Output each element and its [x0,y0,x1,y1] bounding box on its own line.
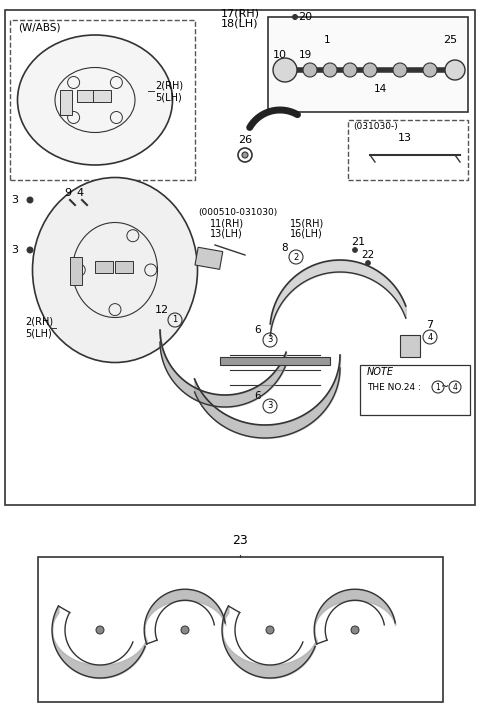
Text: 23: 23 [232,534,248,547]
Text: 2: 2 [293,253,299,261]
Bar [60,90,72,115]
Text: 18(LH): 18(LH) [221,19,259,29]
Text: 7: 7 [426,320,433,330]
Bar [360,365,470,415]
Bar [348,120,468,180]
Circle shape [181,626,189,634]
Circle shape [273,58,297,82]
Text: 3: 3 [12,245,19,255]
Text: (W/ABS): (W/ABS) [18,22,60,32]
Bar [70,257,82,285]
Text: 8: 8 [282,243,288,253]
Text: 4: 4 [76,188,84,198]
Text: 13(LH): 13(LH) [210,229,243,239]
Bar [5,10,475,505]
Circle shape [352,248,358,253]
Text: 25: 25 [443,35,457,45]
Text: 2(RH): 2(RH) [155,80,183,90]
Circle shape [145,264,157,276]
Circle shape [292,14,298,19]
Circle shape [323,63,337,77]
Text: 19: 19 [299,50,312,60]
Bar [38,557,443,702]
Circle shape [303,63,317,77]
Circle shape [423,63,437,77]
Text: THE NO.24 :: THE NO.24 : [367,383,424,391]
Text: NOTE: NOTE [367,367,394,377]
Bar [400,335,420,357]
Text: 10: 10 [273,50,287,60]
Circle shape [68,77,80,89]
Text: 4: 4 [427,332,432,342]
Circle shape [73,264,85,276]
Circle shape [27,247,33,253]
Circle shape [266,626,274,634]
Text: 9: 9 [64,188,72,198]
Text: ~: ~ [441,382,449,392]
Text: 15(RH): 15(RH) [290,218,324,228]
Ellipse shape [33,178,197,363]
Text: 21: 21 [351,237,365,247]
Text: 11(RH): 11(RH) [210,218,244,228]
Circle shape [393,63,407,77]
Text: 6: 6 [255,391,261,401]
Circle shape [343,63,357,77]
Circle shape [351,626,359,634]
Text: 6: 6 [255,325,261,335]
Circle shape [68,111,80,124]
Bar [95,261,113,273]
Text: (000510-031030): (000510-031030) [198,207,277,217]
Circle shape [127,230,139,241]
Text: 16(LH): 16(LH) [290,229,323,239]
Bar [93,90,111,102]
Circle shape [363,63,377,77]
Bar [10,20,195,180]
Ellipse shape [17,35,172,165]
Text: 17(RH): 17(RH) [220,9,260,19]
Text: 3: 3 [267,401,273,410]
Text: 5(LH): 5(LH) [25,329,52,339]
Text: 1: 1 [436,383,440,391]
Bar [195,247,223,269]
Text: 1: 1 [172,315,178,324]
Circle shape [27,197,33,203]
Text: 26: 26 [238,135,252,145]
Circle shape [242,152,248,158]
Text: 20: 20 [298,12,312,22]
Circle shape [365,261,371,266]
Circle shape [110,111,122,124]
Text: 13: 13 [398,133,412,143]
Text: 12: 12 [155,305,169,315]
Text: (031030-): (031030-) [353,122,398,131]
Bar [220,357,330,365]
Text: 5(LH): 5(LH) [155,92,182,102]
Circle shape [109,304,121,316]
Text: 3: 3 [12,195,19,205]
Circle shape [96,626,104,634]
Bar [268,17,468,112]
Text: 14: 14 [373,84,386,94]
Text: 22: 22 [361,250,374,260]
Circle shape [445,60,465,80]
Text: 4: 4 [453,383,457,391]
Bar [77,90,95,102]
Text: 3: 3 [267,336,273,344]
Bar [115,261,133,273]
Text: 2(RH): 2(RH) [25,317,53,327]
Text: 1: 1 [324,35,330,45]
Circle shape [110,77,122,89]
